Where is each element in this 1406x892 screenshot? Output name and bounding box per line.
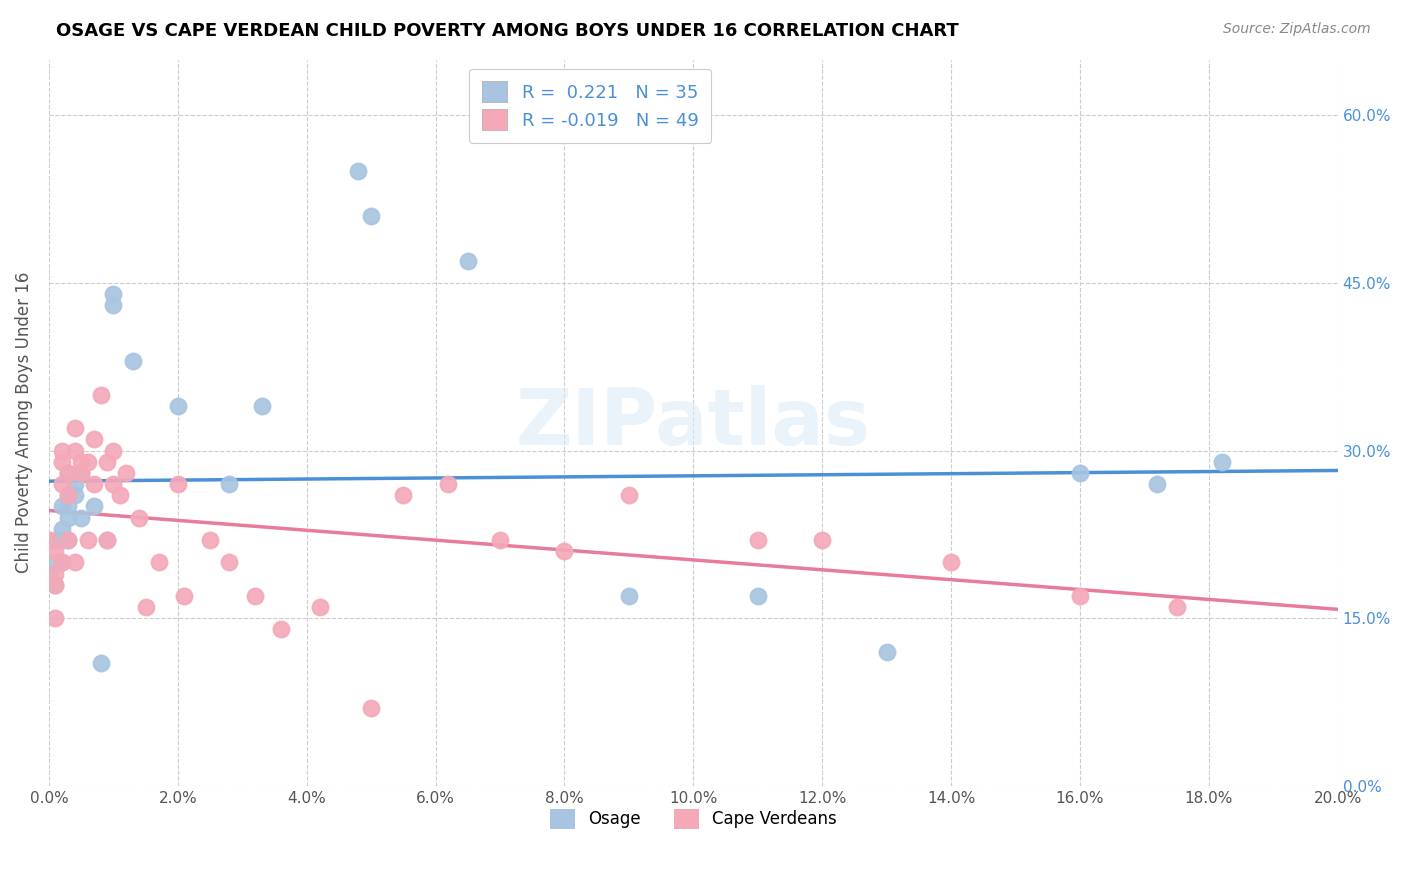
Point xyxy=(1069,589,1091,603)
Point xyxy=(96,533,118,547)
Point xyxy=(58,510,80,524)
Point xyxy=(51,443,73,458)
Point xyxy=(108,488,131,502)
Point xyxy=(103,477,125,491)
Point xyxy=(811,533,834,547)
Point xyxy=(58,466,80,480)
Point xyxy=(58,466,80,480)
Point xyxy=(51,500,73,514)
Point xyxy=(617,589,640,603)
Point xyxy=(44,611,66,625)
Point xyxy=(89,388,111,402)
Point xyxy=(70,466,93,480)
Point xyxy=(89,656,111,670)
Point xyxy=(103,287,125,301)
Point xyxy=(70,455,93,469)
Point xyxy=(44,555,66,569)
Point xyxy=(103,298,125,312)
Point xyxy=(939,555,962,569)
Point xyxy=(121,354,143,368)
Point xyxy=(51,555,73,569)
Point xyxy=(148,555,170,569)
Point xyxy=(44,577,66,591)
Point xyxy=(250,399,273,413)
Point xyxy=(58,500,80,514)
Point xyxy=(135,600,157,615)
Point xyxy=(392,488,415,502)
Legend: Osage, Cape Verdeans: Osage, Cape Verdeans xyxy=(543,802,844,836)
Point xyxy=(457,253,479,268)
Point xyxy=(218,555,240,569)
Point xyxy=(360,700,382,714)
Point xyxy=(128,510,150,524)
Point xyxy=(96,533,118,547)
Point xyxy=(51,522,73,536)
Point xyxy=(70,466,93,480)
Point xyxy=(76,455,98,469)
Point xyxy=(58,488,80,502)
Point xyxy=(1146,477,1168,491)
Point xyxy=(489,533,512,547)
Point xyxy=(347,164,370,178)
Text: OSAGE VS CAPE VERDEAN CHILD POVERTY AMONG BOYS UNDER 16 CORRELATION CHART: OSAGE VS CAPE VERDEAN CHILD POVERTY AMON… xyxy=(56,22,959,40)
Point xyxy=(243,589,266,603)
Point xyxy=(63,477,86,491)
Point xyxy=(51,533,73,547)
Point xyxy=(617,488,640,502)
Point xyxy=(747,589,769,603)
Point xyxy=(218,477,240,491)
Text: Source: ZipAtlas.com: Source: ZipAtlas.com xyxy=(1223,22,1371,37)
Point xyxy=(96,455,118,469)
Point xyxy=(747,533,769,547)
Point xyxy=(103,443,125,458)
Point xyxy=(44,533,66,547)
Point xyxy=(876,645,898,659)
Point xyxy=(83,433,105,447)
Point xyxy=(63,443,86,458)
Point xyxy=(360,209,382,223)
Text: ZIPatlas: ZIPatlas xyxy=(516,384,870,460)
Point xyxy=(38,566,60,581)
Point xyxy=(173,589,195,603)
Point xyxy=(308,600,330,615)
Point xyxy=(198,533,221,547)
Point xyxy=(51,477,73,491)
Point xyxy=(58,488,80,502)
Point xyxy=(270,623,292,637)
Point xyxy=(63,488,86,502)
Point xyxy=(1211,455,1233,469)
Point xyxy=(58,533,80,547)
Point xyxy=(83,477,105,491)
Point xyxy=(76,533,98,547)
Point xyxy=(1166,600,1188,615)
Point xyxy=(553,544,575,558)
Point xyxy=(58,533,80,547)
Point xyxy=(166,399,188,413)
Point xyxy=(63,555,86,569)
Y-axis label: Child Poverty Among Boys Under 16: Child Poverty Among Boys Under 16 xyxy=(15,272,32,574)
Point xyxy=(44,566,66,581)
Point xyxy=(1069,466,1091,480)
Point xyxy=(115,466,138,480)
Point xyxy=(44,577,66,591)
Point xyxy=(63,421,86,435)
Point xyxy=(70,510,93,524)
Point xyxy=(38,533,60,547)
Point xyxy=(44,544,66,558)
Point xyxy=(437,477,460,491)
Point xyxy=(83,500,105,514)
Point xyxy=(51,455,73,469)
Point xyxy=(166,477,188,491)
Point xyxy=(51,555,73,569)
